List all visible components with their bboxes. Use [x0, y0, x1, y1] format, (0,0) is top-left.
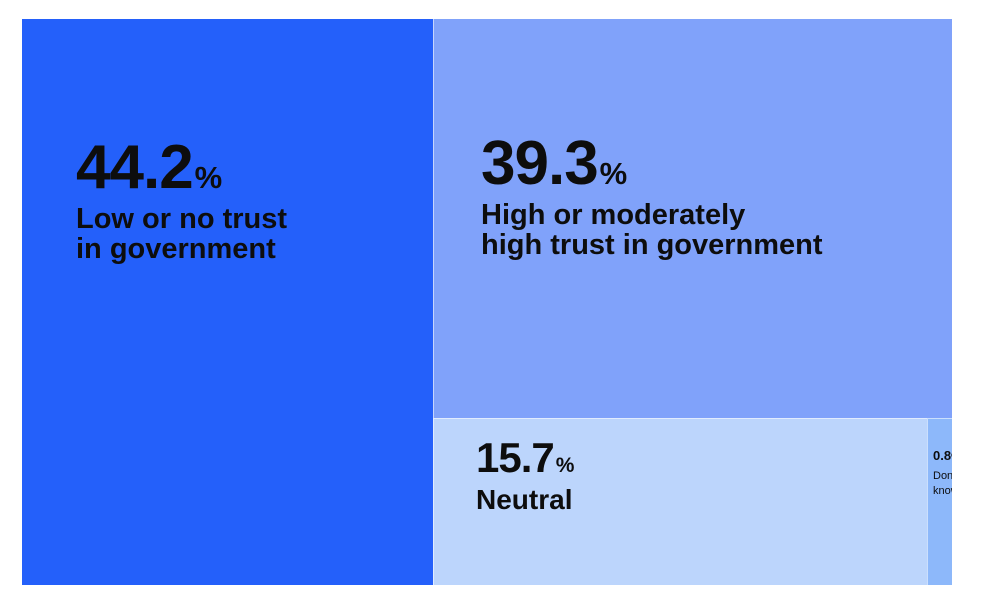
treemap-tile: 39.3% High or moderately high trust in gov… [433, 19, 952, 418]
treemap-tile: 0.8% Don'tknow [927, 418, 952, 585]
tile-label: Low or no trust in government [76, 203, 288, 266]
tile-value: 39.3% [481, 129, 628, 198]
tile-value: 0.8% [933, 448, 952, 463]
treemap-tile: 15.7% Neutral [433, 418, 927, 585]
tile-label: Don'tknow [933, 470, 952, 497]
tile-value: 44.2% [76, 133, 223, 202]
tile-label: Neutral [476, 484, 573, 515]
tile-value: 15.7% [476, 434, 575, 481]
treemap-tile: 44.2% Low or no trust in government [22, 19, 433, 585]
tile-label: High or moderately high trust in governme… [481, 199, 823, 262]
